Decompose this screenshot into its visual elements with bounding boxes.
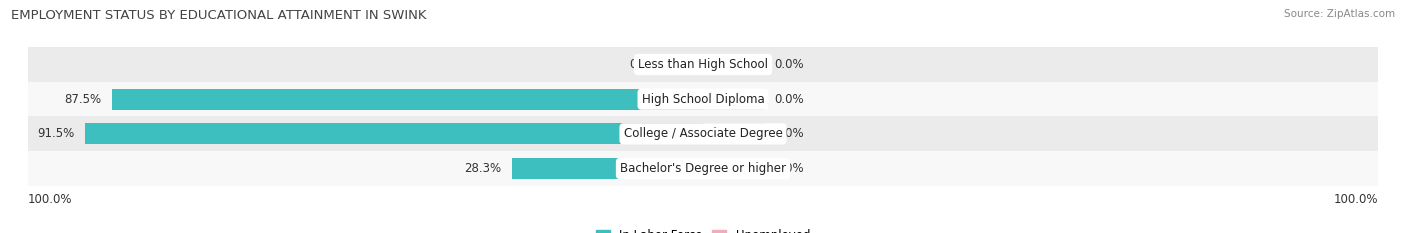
Bar bbox=[703, 89, 763, 110]
Bar bbox=[669, 54, 703, 75]
Text: High School Diploma: High School Diploma bbox=[641, 93, 765, 106]
Text: 0.0%: 0.0% bbox=[628, 58, 658, 71]
Bar bbox=[86, 123, 703, 144]
Text: Bachelor's Degree or higher: Bachelor's Degree or higher bbox=[620, 162, 786, 175]
Bar bbox=[28, 47, 1378, 82]
Text: 91.5%: 91.5% bbox=[38, 127, 75, 140]
Text: 0.0%: 0.0% bbox=[775, 58, 804, 71]
Text: 0.0%: 0.0% bbox=[775, 127, 804, 140]
Text: EMPLOYMENT STATUS BY EDUCATIONAL ATTAINMENT IN SWINK: EMPLOYMENT STATUS BY EDUCATIONAL ATTAINM… bbox=[11, 9, 427, 22]
Bar bbox=[512, 158, 703, 179]
Text: Less than High School: Less than High School bbox=[638, 58, 768, 71]
Text: Source: ZipAtlas.com: Source: ZipAtlas.com bbox=[1284, 9, 1395, 19]
Text: 87.5%: 87.5% bbox=[65, 93, 101, 106]
Text: 0.0%: 0.0% bbox=[775, 162, 804, 175]
Text: College / Associate Degree: College / Associate Degree bbox=[624, 127, 782, 140]
Legend: In Labor Force, Unemployed: In Labor Force, Unemployed bbox=[596, 229, 810, 233]
Bar bbox=[703, 158, 763, 179]
Text: 100.0%: 100.0% bbox=[28, 193, 73, 206]
Bar bbox=[703, 123, 763, 144]
Bar bbox=[112, 89, 703, 110]
Text: 0.0%: 0.0% bbox=[775, 93, 804, 106]
Bar bbox=[28, 82, 1378, 116]
Bar bbox=[28, 151, 1378, 186]
Bar bbox=[703, 54, 763, 75]
Text: 100.0%: 100.0% bbox=[1333, 193, 1378, 206]
Bar bbox=[28, 116, 1378, 151]
Text: 28.3%: 28.3% bbox=[464, 162, 501, 175]
